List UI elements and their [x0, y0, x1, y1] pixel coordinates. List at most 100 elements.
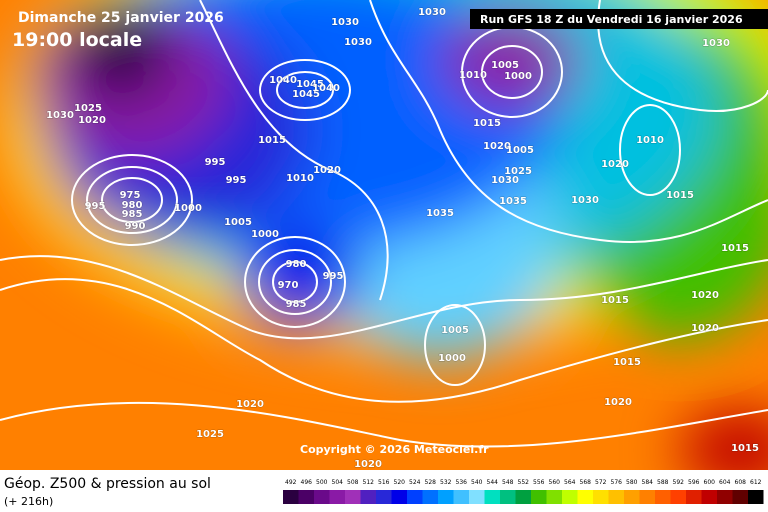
isobar-label: 1020: [601, 159, 629, 170]
colorbar-cell: [438, 490, 454, 504]
colorbar-cell: [329, 490, 345, 504]
isobar-label: 1005: [224, 217, 252, 228]
footer-lead: (+ 216h): [4, 495, 53, 508]
colorbar-cell: [670, 490, 686, 504]
isobar-label: 1015: [613, 357, 641, 368]
colorbar-cell: [562, 490, 578, 504]
colorbar-label: 564: [564, 479, 576, 486]
colorbar-label: 576: [611, 479, 623, 486]
isobar-label: 980: [286, 259, 307, 270]
isobar-label: 1030: [418, 7, 446, 18]
isobar-label: 1020: [354, 459, 382, 470]
isobar-label: 1000: [438, 353, 466, 364]
colorbar-label: 544: [487, 479, 499, 486]
colorbar-cell: [314, 490, 330, 504]
isobars: [0, 0, 768, 448]
colorbar-cell: [283, 490, 299, 504]
run: Run GFS 18 Z du Vendredi 16 janvier 2026: [480, 13, 743, 26]
colorbar-cell: [701, 490, 717, 504]
isobar-label: 995: [323, 271, 344, 282]
isobar-label: 1045: [296, 79, 324, 90]
isobar-label: 1045: [292, 89, 320, 100]
isobar-label: 1015: [721, 243, 749, 254]
colorbar-cell: [577, 490, 593, 504]
colorbar-cell: [360, 490, 376, 504]
isobar-labels: 1030103010301030102510201005100010101040…: [46, 7, 760, 471]
colorbar-label: 608: [735, 479, 747, 486]
colorbar-label: 592: [673, 479, 685, 486]
colorbar-label: 528: [425, 479, 437, 486]
colorbar-label: 532: [440, 479, 452, 486]
colorbar-label: 548: [502, 479, 514, 486]
copyright: Copyright © 2026 Meteociel.fr: [300, 443, 489, 456]
isobar-label: 1030: [46, 110, 74, 121]
isobar-label: 1010: [286, 173, 314, 184]
isobar-label: 990: [125, 221, 146, 232]
colorbar-label: 500: [316, 479, 328, 486]
colorbar-label: 512: [363, 479, 375, 486]
colorbar-label: 584: [642, 479, 654, 486]
isobar-label: 995: [85, 201, 106, 212]
colorbar-cell: [531, 490, 547, 504]
date: Dimanche 25 janvier 2026: [18, 10, 224, 26]
colorbar-label: 520: [394, 479, 406, 486]
colorbar-label: 516: [378, 479, 390, 486]
isobar-label: 1020: [236, 399, 264, 410]
isobar-label: 1040: [312, 83, 340, 94]
colorbar-label: 536: [456, 479, 468, 486]
isobar-label: 975: [120, 190, 141, 201]
colorbar-cell: [422, 490, 438, 504]
colorbar-label: 504: [332, 479, 344, 486]
colorbar-cell: [391, 490, 407, 504]
colorbar-label: 612: [750, 479, 762, 486]
colorbar-cell: [546, 490, 562, 504]
colorbar: 492 496 500 504 508 512 516 520 524 528 532 536 540 5…: [283, 479, 764, 504]
footer-title: Géop. Z500 & pression au sol: [4, 476, 211, 492]
colorbar-label: 492: [285, 479, 297, 486]
isobar-label: 985: [286, 299, 307, 310]
isobar-label: 1015: [666, 190, 694, 201]
isobar-label: 1015: [258, 135, 286, 146]
isobar-label: 1030: [571, 195, 599, 206]
isobar-label: 1025: [196, 429, 224, 440]
colorbar-label: 540: [471, 479, 483, 486]
isobar-label: 1010: [459, 70, 487, 81]
isobar-label: 1020: [691, 323, 719, 334]
colorbar-cell: [515, 490, 531, 504]
colorbar-cell: [298, 490, 314, 504]
colorbar-label: 524: [409, 479, 421, 486]
colorbar-label: 496: [301, 479, 313, 486]
isobar-label: 1030: [344, 37, 372, 48]
isobar-label: 985: [122, 209, 143, 220]
isobar-label: 1020: [78, 115, 106, 126]
isobar-label: 1040: [269, 75, 297, 86]
isobar-label: 995: [226, 175, 247, 186]
colorbar-label: 588: [657, 479, 669, 486]
field: [0, 0, 768, 490]
isobar-label: 980: [122, 200, 143, 211]
isobar-label: 1000: [251, 229, 279, 240]
isobar-label: 1020: [483, 141, 511, 152]
isobar-label: 1000: [174, 203, 202, 214]
colorbar-cell: [407, 490, 423, 504]
isobar-label: 1015: [731, 443, 759, 454]
colorbar-cell: [717, 490, 733, 504]
isobar-label: 1030: [491, 175, 519, 186]
run-box: [470, 9, 768, 29]
colorbar-label: 560: [549, 479, 561, 486]
colorbar-cell: [484, 490, 500, 504]
colorbar-label: 604: [719, 479, 731, 486]
isobar-label: 1035: [426, 208, 454, 219]
colorbar-cell: [469, 490, 485, 504]
colorbar-cell: [732, 490, 748, 504]
isobar-label: 1020: [313, 165, 341, 176]
isobar-label: 1025: [74, 103, 102, 114]
isobar-label: 1015: [473, 118, 501, 129]
isobar-label: 1035: [499, 196, 527, 207]
colorbar-cell: [345, 490, 361, 504]
isobar-label: 1015: [601, 295, 629, 306]
colorbar-cell: [608, 490, 624, 504]
colorbar-label: 552: [518, 479, 530, 486]
time: 19:00 locale: [12, 29, 142, 51]
